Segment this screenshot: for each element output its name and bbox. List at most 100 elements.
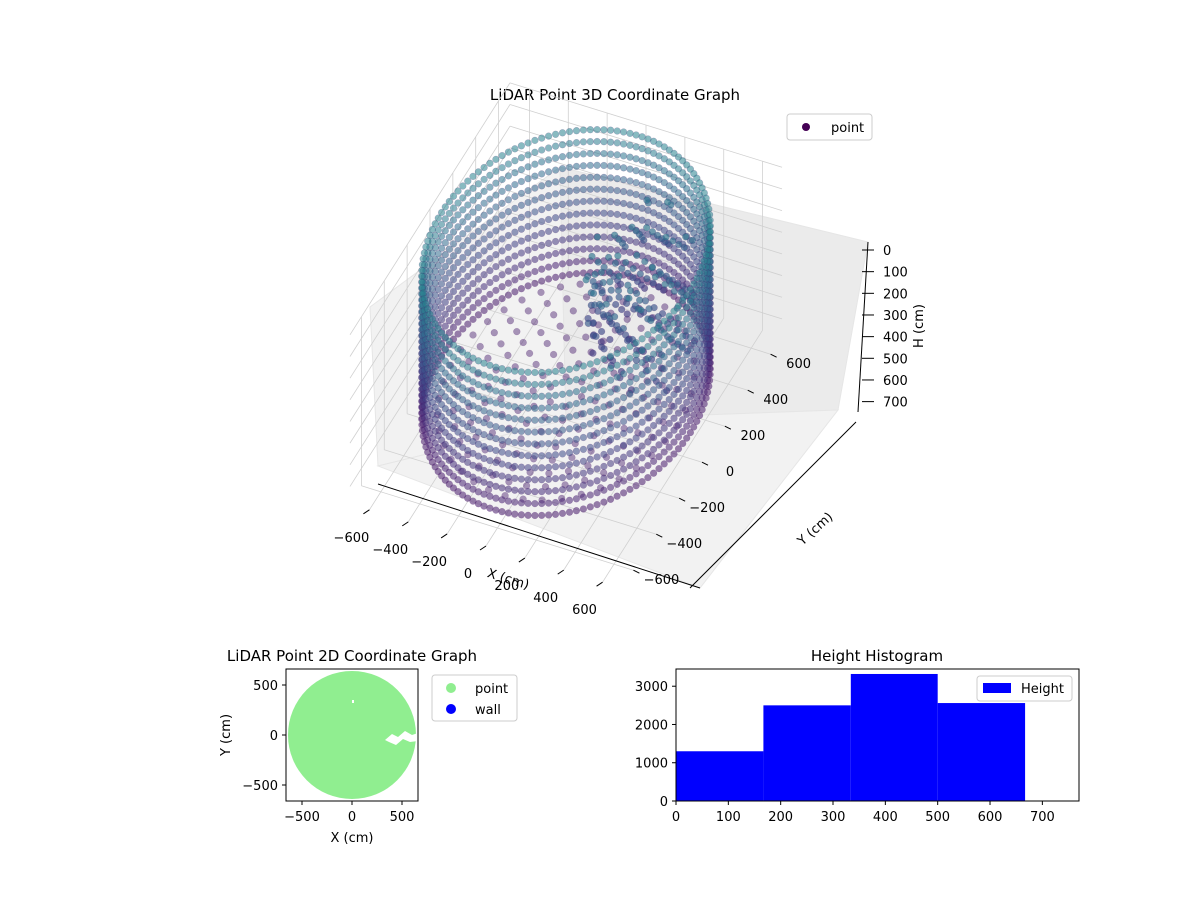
cloud-point: [662, 233, 670, 241]
cloud-point: [492, 423, 500, 431]
cloud-point: [591, 270, 599, 278]
cloud-point: [498, 377, 506, 385]
cloud-point: [511, 510, 519, 518]
cloud-point: [558, 129, 567, 137]
legend-histogram: Height: [976, 675, 1073, 702]
cloud-point: [686, 357, 695, 365]
cloud-point: [504, 437, 513, 446]
cloud-point: [538, 158, 546, 166]
cloud-point: [449, 287, 458, 296]
cloud-point: [638, 347, 646, 355]
cloud-point: [558, 188, 567, 197]
cloud-point: [480, 306, 488, 315]
cloud-point: [454, 428, 462, 436]
y-tick-mark: [770, 353, 777, 358]
cloud-point: [683, 398, 691, 407]
cloud-point: [665, 158, 673, 166]
cloud-point: [586, 137, 594, 146]
cloud-point: [660, 448, 668, 456]
cloud-point: [600, 426, 608, 435]
cloud-point: [551, 214, 560, 222]
x-tick-label: −200: [411, 555, 447, 570]
cloud-point: [524, 440, 532, 448]
cloud-point: [511, 216, 519, 224]
cloud-point: [498, 247, 506, 255]
cloud-point: [524, 234, 532, 242]
cloud-point: [551, 166, 560, 174]
cloud-point: [593, 185, 601, 193]
cloud-point: [474, 275, 483, 283]
cloud-point: [674, 421, 683, 429]
cloud-point: [613, 127, 621, 135]
cloud-point: [459, 289, 467, 297]
cloud-point: [486, 183, 494, 191]
cloud-point: [619, 199, 628, 208]
cloud-point: [665, 443, 673, 451]
cloud-point: [551, 510, 560, 519]
cloud-point: [531, 136, 539, 145]
legend-2d-marker-point: [446, 683, 456, 693]
cloud-point: [492, 399, 500, 407]
cloud-point: [572, 258, 581, 266]
x-tick-mark: [401, 521, 409, 527]
cloud-point: [441, 203, 449, 211]
cloud-point: [690, 328, 698, 336]
cloud-point: [565, 365, 574, 373]
cloud-point: [655, 345, 663, 354]
cloud-point: [619, 477, 628, 485]
cloud-point: [579, 126, 588, 134]
cloud-point: [679, 392, 687, 400]
cloud-point: [441, 250, 449, 259]
cloud-point: [558, 153, 567, 161]
cloud-point: [626, 153, 634, 161]
cloud-point: [445, 305, 453, 313]
cloud-point: [655, 152, 663, 160]
cloud-point: [649, 374, 658, 382]
cloud-point: [643, 196, 651, 204]
cloud-point: [606, 471, 615, 480]
cloud-point: [524, 210, 532, 219]
cloud-point: [524, 198, 532, 207]
cloud-point: [565, 472, 574, 481]
y-tick-label: 600: [786, 357, 811, 372]
cloud-point: [498, 283, 506, 291]
cloud-point: [449, 240, 458, 248]
cloud-point: [511, 498, 519, 506]
cloud-point: [511, 180, 519, 189]
cloud-point: [600, 221, 608, 229]
cloud-point: [492, 251, 500, 259]
cloud-point: [670, 319, 678, 327]
x-tick-label: 200: [494, 579, 519, 594]
cloud-point: [464, 213, 472, 221]
cloud-point: [486, 195, 494, 203]
cloud-point: [638, 442, 646, 450]
cloud-point: [626, 426, 634, 434]
cloud-point: [474, 215, 483, 224]
cloud-point: [579, 493, 588, 501]
cloud-point: [517, 249, 526, 257]
cloud-point: [544, 404, 553, 412]
cloud-point: [454, 187, 462, 195]
cloud-point: [679, 296, 687, 305]
cloud-point: [565, 377, 574, 385]
cloud-point: [513, 327, 521, 336]
cloud-point: [544, 275, 553, 283]
cloud-point: [486, 421, 494, 429]
cloud-point: [459, 301, 467, 309]
cloud-point: [469, 315, 477, 324]
cloud-point: [679, 439, 687, 448]
y-tick-label: −200: [689, 501, 725, 516]
cloud-point: [531, 172, 539, 180]
cloud-point: [445, 209, 453, 218]
cloud-point: [538, 265, 546, 273]
cloud-point: [674, 302, 683, 310]
cloud-point: [619, 187, 628, 196]
z-tick-label: 600: [883, 374, 908, 389]
cloud-point: [544, 192, 553, 200]
cloud-point: [445, 197, 453, 206]
cloud-point: [551, 415, 560, 423]
cloud-point: [454, 380, 462, 389]
cloud-point: [683, 315, 691, 323]
cloud-point: [670, 450, 678, 458]
cloud-point: [600, 185, 608, 193]
